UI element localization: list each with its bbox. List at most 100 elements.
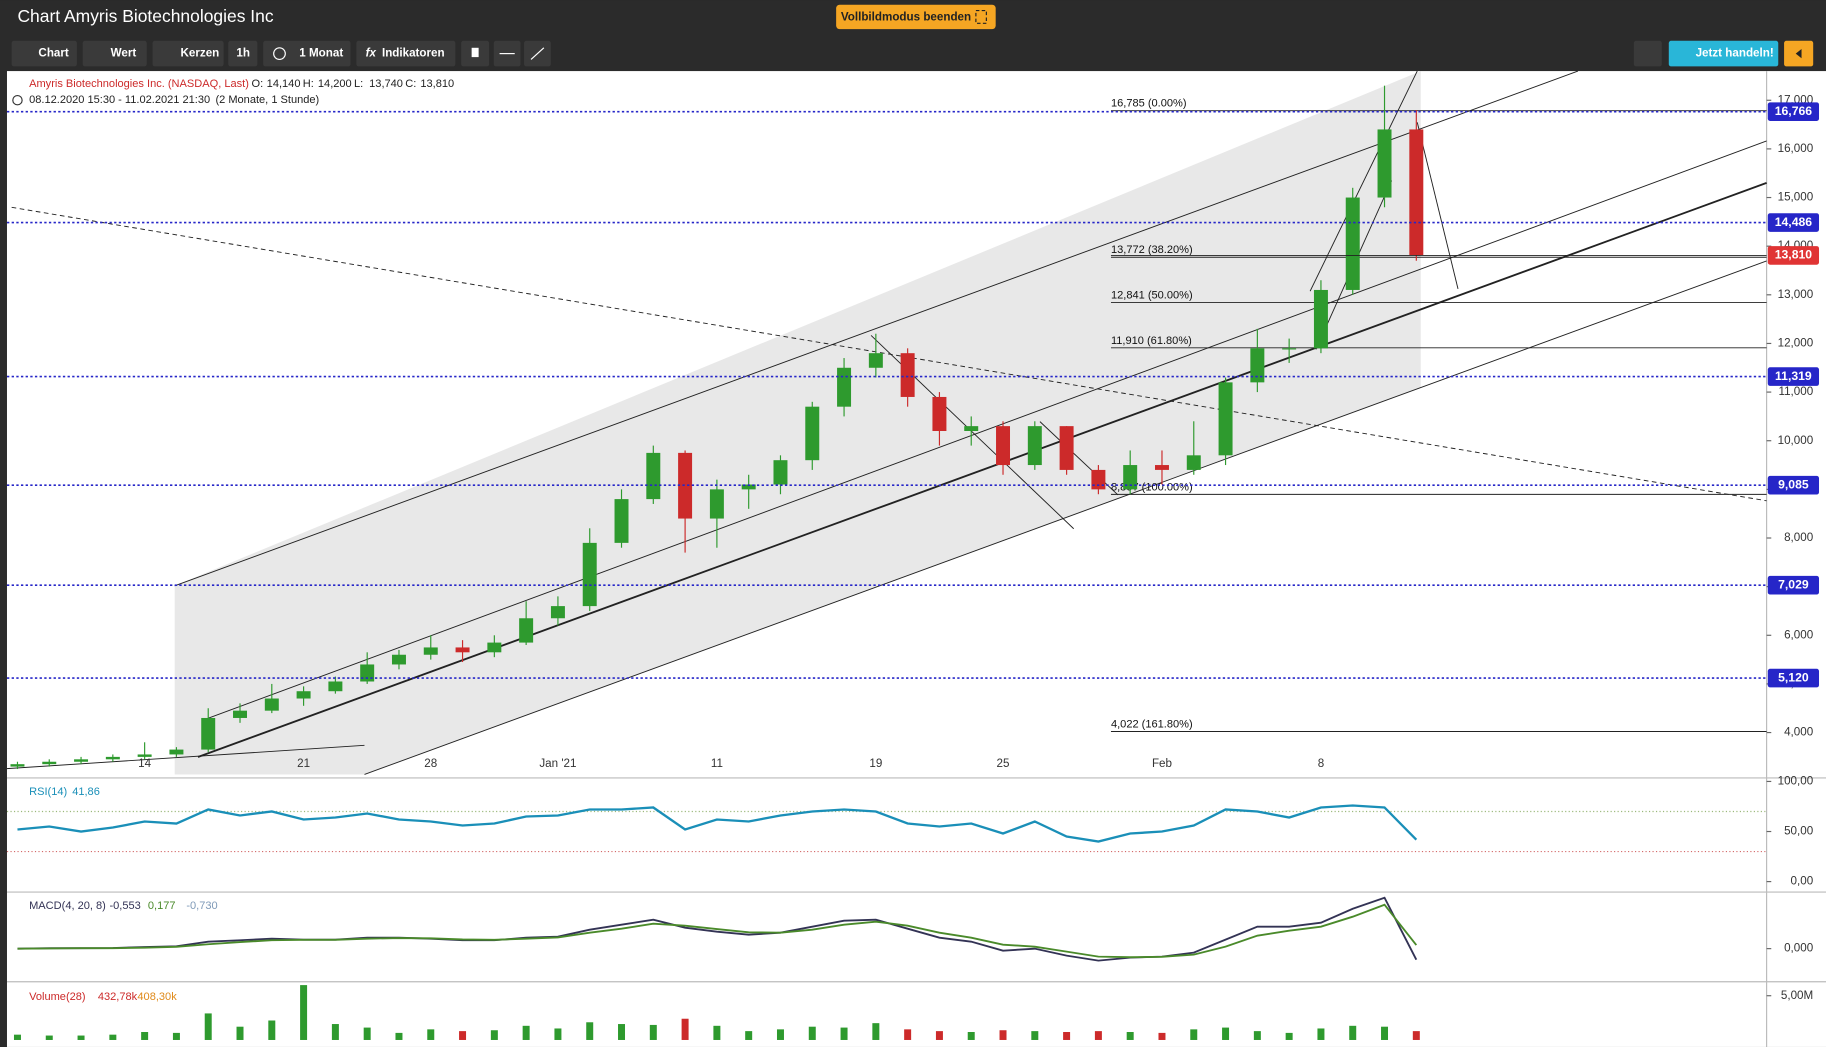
- level-box: [1767, 102, 1820, 121]
- candle-body: [169, 749, 184, 755]
- candle-body: [296, 691, 311, 699]
- level-label: 11,319: [1775, 369, 1812, 383]
- trend-line: [207, 140, 1767, 719]
- collapse-icon: [1795, 48, 1802, 59]
- macd-line: [17, 896, 1418, 962]
- x-tick-label: 21: [297, 757, 310, 770]
- trend-line: [1416, 122, 1459, 289]
- candle-body: [105, 756, 120, 760]
- ohlc-name: L:: [354, 78, 363, 90]
- y-tick-label: 10,000: [1778, 434, 1814, 447]
- macd-title: MACD(4, 20, 8): [29, 900, 106, 912]
- volume-bar: [1412, 1031, 1420, 1040]
- trend-line: [6, 744, 365, 770]
- candle-body: [391, 654, 406, 665]
- candle-body: [773, 460, 788, 485]
- candle-body: [10, 764, 25, 767]
- page-title: Chart Amyris Biotechnologies Inc: [17, 6, 273, 26]
- x-tick-label: 14: [138, 757, 151, 770]
- volume-bar: [300, 985, 308, 1040]
- icon: [530, 47, 545, 60]
- volume-bar: [1063, 1032, 1071, 1040]
- btn-interval[interactable]: [228, 40, 258, 67]
- candle-body: [137, 754, 152, 757]
- macd-last: 0,177: [148, 900, 176, 912]
- candle-body: [582, 542, 597, 607]
- y-tick-label: 8,000: [1784, 531, 1814, 544]
- btn-chart[interactable]: [11, 40, 77, 67]
- btn-label: 1 Monat: [299, 47, 343, 60]
- volume-bar: [618, 1024, 626, 1040]
- btn-kerzen[interactable]: [152, 40, 224, 67]
- y-tick-label: 5,00M: [1781, 989, 1813, 1002]
- drawings: [6, 70, 1767, 775]
- x-tick-label: 19: [869, 757, 882, 770]
- candle-body: [741, 484, 756, 490]
- candle-body: [646, 452, 661, 500]
- volume-bar: [840, 1027, 848, 1040]
- y-tick-label: 12,000: [1778, 337, 1814, 350]
- btn-indicators[interactable]: [356, 40, 456, 67]
- y-tick-label: 0,00: [1791, 875, 1814, 888]
- volume-bar: [776, 1029, 784, 1040]
- candle-body: [1186, 455, 1201, 470]
- y-tick-label: 15,000: [1778, 191, 1814, 204]
- fullscreen-button[interactable]: [836, 4, 996, 30]
- rsi-last: 41,86: [72, 786, 100, 798]
- period: 08.12.2020 15:30 - 11.02.2021 21:30: [29, 94, 210, 106]
- btn-settings[interactable]: [1633, 40, 1662, 67]
- fib-label: 4,022 (161.80%): [1111, 718, 1193, 730]
- candle-body: [1218, 382, 1233, 456]
- volume-bar: [1190, 1029, 1198, 1040]
- clock-icon: [12, 94, 23, 106]
- volume-bar: [13, 1034, 21, 1040]
- level-box: [1767, 475, 1820, 495]
- btn-label: Kerzen: [181, 47, 220, 60]
- volume-bar: [1253, 1031, 1261, 1040]
- trade-button[interactable]: [1668, 40, 1779, 67]
- volume-bar: [904, 1029, 912, 1040]
- volume-bar: [808, 1026, 816, 1040]
- macd-last: -0,730: [186, 900, 217, 912]
- period-note: (2 Monate, 1 Stunde): [215, 94, 319, 106]
- fib-label: 11,910 (61.80%): [1111, 335, 1192, 347]
- candle-body: [42, 761, 57, 765]
- volume-title: Volume(28): [29, 991, 86, 1003]
- volume-bar: [554, 1028, 562, 1040]
- candle-body: [932, 396, 947, 432]
- btn-range[interactable]: [263, 40, 351, 67]
- btn-wert[interactable]: [82, 40, 147, 67]
- volume-bar: [45, 1035, 53, 1040]
- instrument: Amyris Biotechnologies Inc. (NASDAQ, Las…: [29, 78, 249, 90]
- volume-bar: [363, 1027, 371, 1040]
- candle-body: [233, 710, 247, 718]
- ohlc-name: O:: [252, 78, 264, 90]
- candle-body: [201, 717, 216, 750]
- volume-bar: [745, 1031, 753, 1040]
- candle-body: [264, 698, 279, 711]
- ohlc-name: H:: [303, 78, 314, 90]
- volume-bar: [395, 1032, 403, 1040]
- candle-body: [1154, 465, 1169, 470]
- volume-bar: [268, 1020, 276, 1040]
- y-tick-label: 4,000: [1784, 726, 1814, 739]
- level-label: 7,029: [1778, 577, 1809, 591]
- candle-body: [1377, 129, 1392, 198]
- level-box: [1767, 668, 1820, 688]
- volume-bar: [586, 1022, 594, 1040]
- volume-bar: [204, 1013, 212, 1040]
- macd-last: -0,553: [109, 900, 140, 912]
- volume-bar: [427, 1029, 435, 1040]
- volume-bar: [109, 1034, 117, 1040]
- candle-body: [678, 452, 693, 519]
- candle-body: [837, 367, 852, 407]
- level-label: 9,085: [1778, 477, 1809, 491]
- volume-bar: [1158, 1032, 1166, 1040]
- candle-body: [1027, 426, 1042, 466]
- current-box: [1767, 246, 1820, 265]
- fib-label: 13,772 (38.20%): [1111, 244, 1193, 256]
- volume-bar: [999, 1030, 1007, 1040]
- candle-body: [360, 664, 375, 682]
- fib-label: 12,841 (50.00%): [1111, 289, 1193, 301]
- candle-body: [614, 499, 629, 543]
